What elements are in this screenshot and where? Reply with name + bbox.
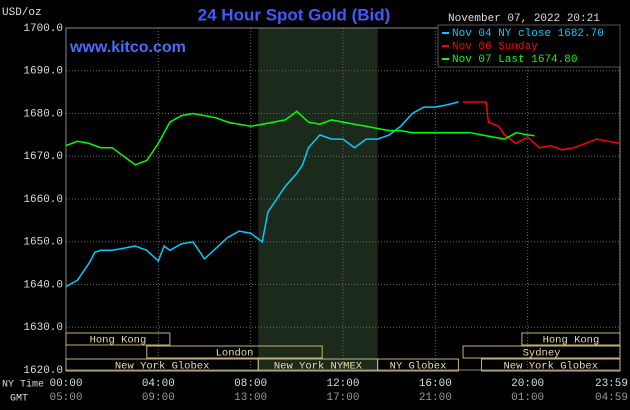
- y-tick-label: 1680.0: [23, 108, 63, 120]
- y-tick-label: 1670.0: [23, 151, 63, 163]
- plot-border: [65, 27, 621, 371]
- session-label: Hong Kong: [90, 334, 147, 346]
- x-tick-label: 23:59: [595, 378, 628, 390]
- session-bar: [65, 332, 171, 346]
- y-axis-label: USD/oz: [2, 7, 42, 19]
- session-bar: [146, 345, 323, 359]
- legend-label: Nov 04 NY close 1682.70: [452, 28, 604, 40]
- y-tick-label: 1620.0: [23, 365, 63, 377]
- x-tick-label: 00:00: [49, 378, 82, 390]
- y-tick-label: 1700.0: [23, 23, 63, 35]
- session-label: NY Globex: [390, 360, 447, 372]
- session-label: Hong Kong: [543, 334, 600, 346]
- y-tick-label: 1630.0: [23, 322, 63, 334]
- x2-tick-label: 04:59: [595, 392, 628, 404]
- x2-axis-label: GMT: [10, 394, 28, 405]
- y-tick-label: 1690.0: [23, 66, 63, 78]
- x-tick-label: 16:00: [419, 378, 452, 390]
- legend-box: [437, 24, 621, 68]
- x-tick-label: 12:00: [326, 378, 359, 390]
- price-line: [65, 101, 459, 288]
- price-line: [463, 101, 621, 151]
- y-tick-label: 1640.0: [23, 279, 63, 291]
- x2-tick-label: 01:00: [511, 392, 544, 404]
- timestamp: November 07, 2022 20:21: [448, 13, 600, 25]
- session-label: London: [216, 347, 254, 359]
- session-label: New York NYMEX: [274, 360, 363, 372]
- session-bar: [481, 358, 621, 372]
- source-label: www.kitco.com: [69, 39, 186, 56]
- y-tick-label: 1650.0: [23, 237, 63, 249]
- legend-label: Nov 06 Sunday: [452, 41, 538, 53]
- chart-title: 24 Hour Spot Gold (Bid): [198, 5, 391, 24]
- session-bar: [462, 345, 621, 359]
- x-axis-label: NY Time: [2, 379, 44, 391]
- x2-tick-label: 17:00: [326, 392, 359, 404]
- x2-tick-label: 21:00: [419, 392, 452, 404]
- session-label: Sydney: [523, 347, 561, 359]
- y-tick-label: 1660.0: [23, 194, 63, 206]
- x2-tick-label: 05:00: [49, 392, 82, 404]
- x2-tick-label: 09:00: [142, 392, 175, 404]
- session-label: New York Globex: [115, 360, 210, 372]
- price-line: [65, 110, 535, 166]
- legend-label: Nov 07 Last 1674.80: [452, 54, 577, 66]
- session-label: New York Globex: [503, 360, 598, 372]
- x-tick-label: 08:00: [234, 378, 267, 390]
- x2-tick-label: 13:00: [234, 392, 267, 404]
- x-tick-label: 20:00: [511, 378, 544, 390]
- session-bar: [377, 358, 459, 372]
- x-tick-label: 04:00: [142, 378, 175, 390]
- session-bar: [521, 332, 621, 346]
